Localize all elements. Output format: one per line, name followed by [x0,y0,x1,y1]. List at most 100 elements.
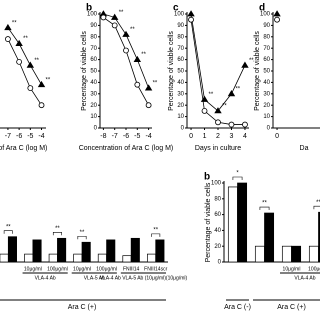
bar [227,186,238,263]
marker [100,14,107,21]
y-tick-label: 80 [214,196,221,202]
marker [110,13,119,20]
panel-label: b [204,172,210,183]
bar [254,245,265,263]
bar [0,253,9,263]
x-tick-label: -7 [5,133,11,140]
marker [4,23,12,31]
series-line [7,38,42,106]
panel-label: b [86,3,92,14]
marker [201,108,208,114]
significance: ** [130,27,135,33]
marker [38,102,45,109]
bar [97,253,107,263]
marker [241,61,249,68]
marker [242,121,248,128]
y-tick-label: 20 [263,103,270,109]
marker [111,22,118,29]
significance: ** [316,200,320,206]
significance: ** [55,226,60,232]
condition-label: Ara C (-) [224,304,251,311]
group-label: VLA-4 Ab VLA-5 Ab (10μg/ml)(10μg/ml) [100,275,188,281]
bracket [151,233,161,237]
significance: ** [23,36,28,42]
bar [32,239,42,263]
x-tick-label: 100μg/ml [308,266,320,272]
x-tick-label: 10μg/ml [73,266,91,272]
significance: ** [46,77,51,83]
group-label: VLA-4 Ab [294,275,315,281]
y-tick-label: 60 [263,57,270,63]
x-tick-label: -5 [134,133,140,140]
bracket [232,176,243,180]
y-tick-label: 10 [263,114,270,120]
marker [274,16,280,23]
y-tick-label: 30 [263,91,270,97]
x-tick-label: 0 [189,133,193,140]
y-tick-label: 0 [218,260,222,266]
marker [26,61,35,68]
marker [134,81,141,88]
y-tick-label: 40 [214,228,221,234]
bar [237,182,248,263]
series-line [7,27,42,85]
bar [147,253,157,263]
panel-label: c [173,3,179,14]
y-axis-label: Percentage of viable cells [205,182,212,262]
x-axis-label: Days in culture [195,145,241,152]
bar [281,245,292,263]
y-tick-label: 10 [90,114,97,120]
bar [24,253,34,263]
significance: ** [209,92,214,98]
y-tick-label: 80 [263,34,270,40]
significance: ** [119,10,124,16]
bar [155,239,165,263]
group-label: VLA-4 Ab [35,275,56,281]
marker [273,10,281,17]
x-tick-label: 100μg/ml [47,266,68,272]
x-tick-label: -5 [27,133,33,140]
marker [215,119,221,126]
y-tick-label: 0 [94,126,98,132]
y-tick-label: 50 [263,69,270,75]
y-tick-label: 100 [260,12,271,18]
y-tick-label: 20 [177,103,184,109]
significance: ** [262,201,267,207]
significance: ** [6,224,11,230]
y-tick-label: 90 [177,23,184,29]
significance: ** [141,52,146,58]
x-tick-label: 100μg/ml [96,266,117,272]
x-axis-label: Da [300,145,309,152]
y-tick-label: 70 [263,46,270,52]
marker [187,10,195,17]
y-tick-label: 20 [214,244,221,250]
y-tick-label: 80 [90,34,97,40]
marker [16,58,23,65]
marker [227,90,236,97]
y-tick-label: 90 [90,23,97,29]
x-tick-label: -6 [123,133,129,140]
significance: ** [249,58,254,64]
y-tick-label: 90 [263,23,270,29]
x-tick-label: -4 [38,133,44,140]
bar [264,212,275,263]
x-tick-label: 10μg/ml [24,266,42,272]
panel-label: d [259,3,265,14]
y-tick-label: 30 [90,91,97,97]
y-tick-label: 0 [181,126,185,132]
x-axis-label: on of Ara C (log M) [0,145,47,152]
significance: ** [34,58,39,64]
x-tick-label: 10μg/ml [283,266,301,272]
x-tick-label: -6 [16,133,22,140]
y-tick-label: 100 [174,12,185,18]
bracket [77,235,87,240]
y-tick-label: 50 [177,69,184,75]
y-tick-label: 30 [177,91,184,97]
y-tick-label: 100 [211,181,222,187]
x-tick-label: 1 [203,133,207,140]
x-tick-label: FNIII14scr [144,266,167,272]
bar [308,245,319,263]
y-tick-label: 40 [177,80,184,86]
y-tick-label: 60 [177,57,184,63]
